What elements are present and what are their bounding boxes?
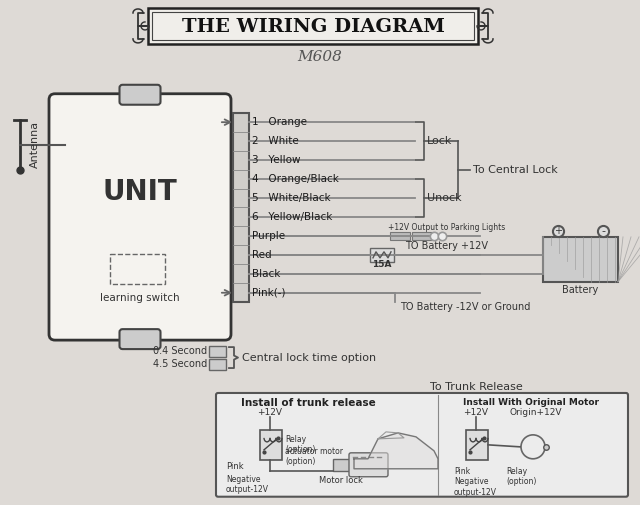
- Text: -: -: [601, 226, 605, 236]
- Bar: [543, 237, 618, 282]
- Bar: [233, 113, 249, 302]
- Text: Pink(-): Pink(-): [252, 288, 285, 298]
- Text: 0.4 Second: 0.4 Second: [153, 346, 207, 356]
- Text: 4   Orange/Black: 4 Orange/Black: [252, 174, 339, 184]
- Text: Relay
(option): Relay (option): [285, 435, 316, 454]
- Text: Purple: Purple: [252, 231, 285, 241]
- Text: Install of trunk release: Install of trunk release: [241, 398, 376, 408]
- Bar: [209, 359, 226, 370]
- Text: TO Battery -12V or Ground: TO Battery -12V or Ground: [400, 301, 531, 312]
- Text: +12V: +12V: [463, 409, 488, 418]
- Text: Central lock time option: Central lock time option: [242, 352, 376, 363]
- Text: +12V: +12V: [257, 409, 282, 418]
- Text: 1   Orange: 1 Orange: [252, 117, 307, 127]
- Text: Negative
output-12V: Negative output-12V: [226, 475, 269, 494]
- FancyBboxPatch shape: [216, 393, 628, 497]
- Text: +: +: [554, 226, 562, 236]
- FancyBboxPatch shape: [120, 85, 161, 105]
- Text: To Central Lock: To Central Lock: [473, 165, 557, 175]
- Text: Install With Original Motor: Install With Original Motor: [463, 398, 599, 408]
- Bar: [152, 12, 474, 40]
- Text: 2   White: 2 White: [252, 136, 299, 146]
- Bar: [390, 232, 410, 240]
- Text: 6   Yellow/Black: 6 Yellow/Black: [252, 212, 332, 222]
- Text: Relay
(option): Relay (option): [506, 467, 536, 486]
- FancyBboxPatch shape: [370, 248, 394, 262]
- Text: Unock: Unock: [427, 193, 461, 203]
- FancyBboxPatch shape: [349, 453, 388, 477]
- Text: 4.5 Second: 4.5 Second: [153, 359, 207, 369]
- Text: Red: Red: [252, 250, 271, 260]
- Text: 3   Yellow: 3 Yellow: [252, 155, 301, 165]
- Polygon shape: [354, 433, 438, 469]
- Text: THE WIRING DIAGRAM: THE WIRING DIAGRAM: [182, 18, 444, 36]
- Text: UNIT: UNIT: [102, 178, 177, 206]
- Text: Origin+12V: Origin+12V: [509, 409, 563, 418]
- Text: TO Battery +12V: TO Battery +12V: [405, 241, 488, 251]
- Text: Motor lock: Motor lock: [319, 476, 363, 485]
- Text: 15A: 15A: [372, 260, 392, 269]
- Text: Lock: Lock: [427, 136, 452, 146]
- Text: 5   White/Black: 5 White/Black: [252, 193, 331, 203]
- Bar: [148, 8, 478, 44]
- Text: Battery: Battery: [563, 285, 598, 295]
- Text: actuator motor
(option): actuator motor (option): [285, 447, 343, 466]
- Text: Antenna: Antenna: [30, 121, 40, 168]
- Text: To Trunk Release: To Trunk Release: [430, 382, 523, 392]
- Bar: [110, 255, 165, 284]
- Text: learning switch: learning switch: [100, 293, 180, 303]
- Text: Black: Black: [252, 269, 280, 279]
- FancyBboxPatch shape: [120, 329, 161, 349]
- Bar: [209, 345, 226, 357]
- Text: Pink
Negative
output-12V: Pink Negative output-12V: [454, 467, 497, 496]
- Bar: [333, 459, 351, 471]
- Text: Pink: Pink: [226, 462, 244, 471]
- Bar: [260, 430, 282, 460]
- Text: +12V Output to Parking Lights: +12V Output to Parking Lights: [388, 223, 505, 232]
- Bar: [412, 232, 432, 240]
- Bar: [466, 430, 488, 460]
- Text: M608: M608: [298, 50, 342, 64]
- FancyBboxPatch shape: [49, 94, 231, 340]
